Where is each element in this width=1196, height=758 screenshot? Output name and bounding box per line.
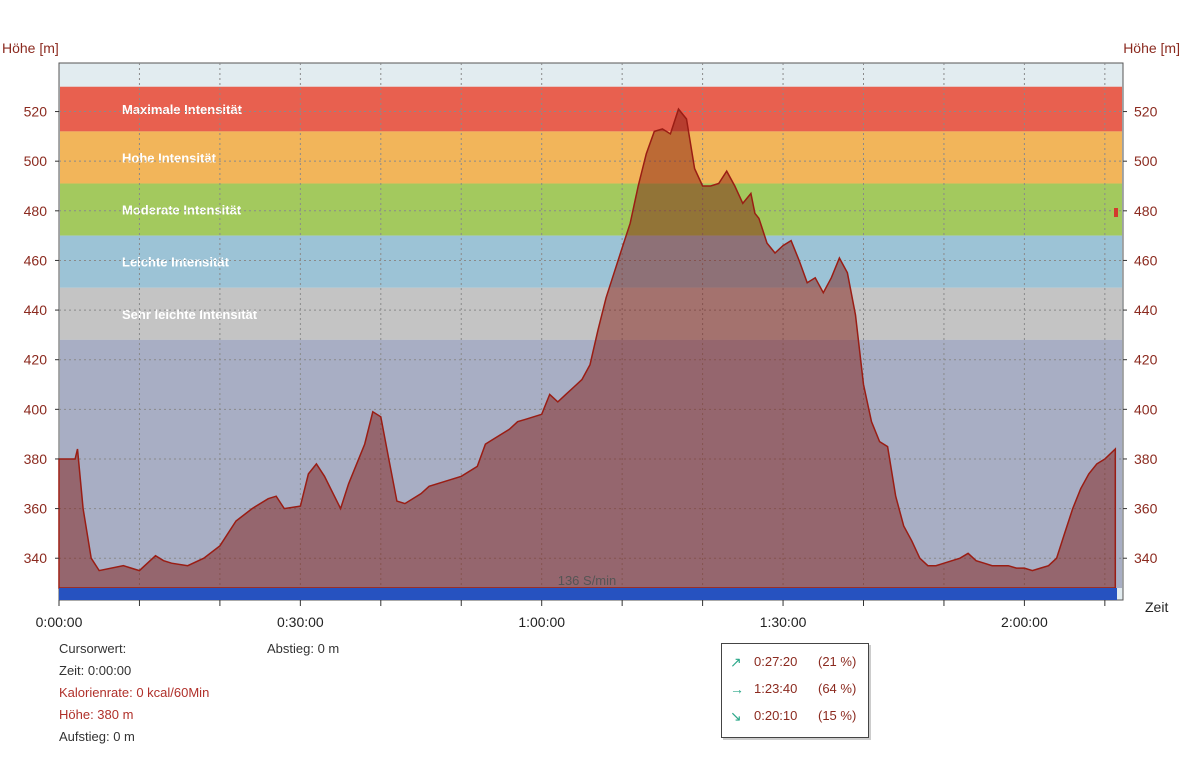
legend-time: 1:23:40: [754, 681, 798, 696]
y-tick-label-right: 420: [1134, 352, 1158, 368]
intensity-zone: [60, 287, 1122, 340]
legend-row-uphill: ↗ 0:27:20 (21 %): [722, 654, 868, 674]
uphill-icon: ↗: [730, 654, 742, 670]
legend-time: 0:27:20: [754, 654, 798, 669]
zone-label: Leichte Intensität: [122, 255, 230, 270]
legend-percent: (15 %): [818, 708, 857, 723]
y-tick-label-right: 360: [1134, 501, 1158, 517]
x-tick-label: 1:00:00: [518, 614, 565, 630]
elevation-area: [58, 107, 1117, 589]
y-tick-label-right: 400: [1134, 401, 1158, 417]
legend-percent: (64 %): [818, 681, 857, 696]
zone-label: Moderate Intensität: [122, 203, 242, 218]
y-tick-label-left: 420: [24, 352, 48, 368]
cursor-elevation: Höhe: 380 m: [59, 707, 134, 722]
x-tick-label: 1:30:00: [760, 614, 807, 630]
intensity-zone: [60, 183, 1122, 236]
y-tick-label-left: 440: [24, 302, 48, 318]
cadence-label: 136 S/min: [558, 573, 617, 588]
cadence-bar: [59, 588, 1117, 600]
ascent: Aufstieg: 0 m: [59, 729, 135, 744]
y-tick-label-right: 500: [1134, 153, 1158, 169]
y-tick-label-left: 360: [24, 501, 48, 517]
intensity-zone: [60, 86, 1122, 132]
y-tick-label-right: 340: [1134, 550, 1158, 566]
x-axis-title: Zeit: [1145, 599, 1168, 615]
y-tick-label-right: 380: [1134, 451, 1158, 467]
intensity-zones: Maximale Intensität Hohe Intensität Modera…: [60, 86, 1122, 588]
y-tick-label-right: 480: [1134, 203, 1158, 219]
y-tick-label-left: 480: [24, 203, 48, 219]
flat-icon: →: [730, 681, 744, 697]
y-tick-label-right: 460: [1134, 252, 1158, 268]
legend-row-flat: → 1:23:40 (64 %): [722, 681, 868, 701]
y-tick-label-right: 440: [1134, 302, 1158, 318]
cursor-label: Cursorwert:: [59, 641, 127, 656]
y-tick-label-left: 380: [24, 451, 48, 467]
legend-row-downhill: ↘ 0:20:10 (15 %): [722, 708, 868, 728]
descent: Abstieg: 0 m: [267, 641, 340, 656]
elevation-chart: Maximale Intensität Hohe Intensität Modera…: [2, 40, 1180, 630]
below-zone-band: [60, 339, 1122, 588]
intensity-zone: [60, 131, 1122, 184]
cursor-time: Zeit: 0:00:00: [59, 663, 132, 678]
cursor-marker: [1114, 208, 1118, 217]
downhill-icon: ↘: [730, 708, 742, 724]
zone-label: Maximale Intensität: [122, 102, 243, 117]
zone-label: Hohe Intensität: [122, 150, 217, 165]
zone-label: Sehr leichte Intensität: [122, 307, 258, 322]
y-tick-label-left: 520: [24, 104, 48, 120]
x-tick-label: 0:00:00: [36, 614, 83, 630]
y-axis-ticks: 340 340 360 360 380 380 400 400 420 420 440 440 460 4…: [24, 104, 1158, 567]
y-tick-label-right: 520: [1134, 104, 1158, 120]
y-tick-label-left: 460: [24, 252, 48, 268]
x-tick-label: 0:30:00: [277, 614, 324, 630]
legend-percent: (21 %): [818, 654, 857, 669]
y-axis-title-left: Höhe [m]: [2, 40, 59, 56]
y-tick-label-left: 400: [24, 401, 48, 417]
y-axis-title-right: Höhe [m]: [1123, 40, 1180, 56]
calorie-rate: Kalorienrate: 0 kcal/60Min: [59, 685, 210, 700]
x-axis-ticks: 0:00:00 0:30:00 1:00:00 1:30:00 2:00:00: [36, 600, 1106, 630]
intensity-zone: [60, 235, 1122, 288]
y-tick-label-left: 500: [24, 153, 48, 169]
slope-legend: ↗ 0:27:20 (21 %) → 1:23:40 (64 %) ↘ 0:20…: [721, 643, 869, 738]
y-tick-label-left: 340: [24, 550, 48, 566]
x-tick-label: 2:00:00: [1001, 614, 1048, 630]
legend-time: 0:20:10: [754, 708, 798, 723]
